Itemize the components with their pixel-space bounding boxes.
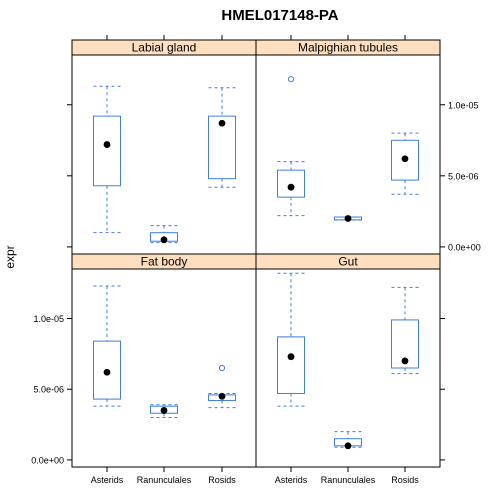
panel-strip-label: Fat body	[141, 255, 188, 269]
median-dot	[218, 119, 226, 127]
panel-gut: Gut Asterids Ranunculales Rosids	[255, 253, 445, 485]
y-axis-label: expr	[3, 245, 17, 268]
x-tick-label: Ranunculales	[321, 475, 376, 485]
y-tick-label: 0.0e+00	[448, 242, 481, 252]
box-rosids	[208, 87, 236, 188]
x-tick-label: Asterids	[275, 475, 308, 485]
box-ranunculales	[150, 404, 178, 418]
median-dot	[344, 215, 352, 222]
chart-title: HMEL017148-PA	[221, 7, 338, 24]
box-ranunculales	[150, 225, 178, 244]
box-ranunculales	[334, 431, 362, 450]
panel-frame	[255, 54, 441, 255]
median-dot	[103, 141, 111, 148]
median-dot	[344, 442, 352, 450]
panel-labial-gland: Labial gland	[67, 35, 257, 255]
panel-fat-body: Fat body 0.0e+00 5.0e-06 1.0e-05 Asterids Ran…	[31, 253, 257, 485]
median-dot	[287, 183, 295, 191]
y-tick-label: 1.0e-05	[448, 100, 479, 110]
y-tick-label: 5.0e-06	[33, 385, 64, 395]
median-dot	[401, 357, 409, 365]
x-tick-label: Rosids	[391, 475, 419, 485]
box-iqr	[93, 115, 121, 187]
median-dot	[160, 236, 168, 244]
box-asterids	[277, 272, 305, 407]
box-iqr	[208, 115, 236, 180]
box-asterids	[277, 76, 305, 217]
box-rosids	[208, 364, 236, 409]
x-tick-label: Asterids	[91, 475, 124, 485]
panel-malpighian-tubules: Malpighian tubules 0.0e+00 5.0e-06 1.0e-05	[255, 35, 481, 255]
box-asterids	[93, 85, 121, 234]
y-tick-label: 5.0e-06	[448, 171, 479, 181]
box-iqr	[391, 139, 419, 181]
median-dot	[103, 368, 111, 376]
panel-frame	[71, 268, 257, 468]
median-dot	[218, 392, 226, 400]
box-asterids	[93, 285, 121, 407]
panel-frame	[71, 54, 257, 255]
y-tick-label: 1.0e-05	[33, 314, 64, 324]
panels-layer: Labial gland Malpighian tubules 0.0e+00 5.0…	[31, 35, 481, 485]
box-iqr	[391, 319, 419, 369]
outlier-point	[218, 364, 226, 372]
median-dot	[401, 155, 409, 163]
box-rosids	[391, 132, 419, 195]
x-tick-label: Ranunculales	[137, 475, 192, 485]
outlier-point	[287, 76, 295, 83]
box-iqr	[277, 169, 305, 198]
box-rosids	[391, 286, 419, 375]
median-dot	[160, 407, 168, 414]
panel-strip-label: Labial gland	[132, 41, 197, 55]
panel-strip-label: Malpighian tubules	[298, 41, 398, 55]
box-iqr	[93, 340, 121, 400]
y-tick-label: 0.0e+00	[31, 455, 64, 465]
box-ranunculales	[334, 215, 362, 222]
panel-strip-label: Gut	[338, 255, 358, 269]
median-dot	[287, 353, 295, 361]
box-iqr	[277, 336, 305, 394]
x-tick-label: Rosids	[208, 475, 236, 485]
